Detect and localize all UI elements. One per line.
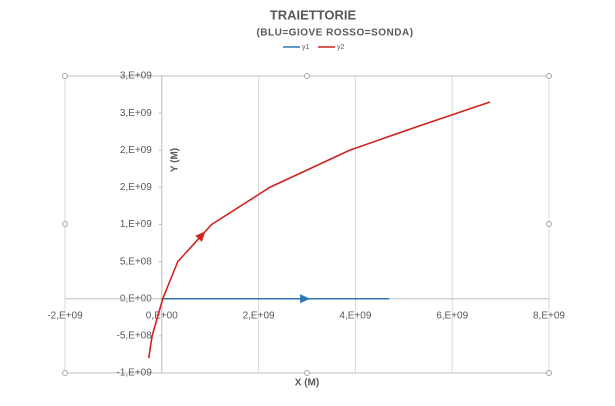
handle[interactable] (546, 221, 552, 227)
chart-title: TRAIETTORIE (270, 7, 357, 22)
x-axis-title: X (M) (295, 378, 319, 389)
y-tick-label: 3,E+09 (120, 71, 152, 82)
handle[interactable] (304, 370, 310, 376)
handle[interactable] (304, 73, 310, 79)
y-tick-label: 3,E+09 (120, 108, 152, 119)
handle[interactable] (546, 370, 552, 376)
x-tick-label: 4,E+09 (339, 310, 371, 321)
y-axis-title: Y (M) (170, 148, 181, 172)
y-tick-label: 2,E+09 (120, 145, 152, 156)
direction-arrow (195, 231, 206, 242)
direction-arrow (300, 294, 311, 304)
y-tick-label: 5,E+08 (120, 256, 152, 267)
handle[interactable] (62, 73, 68, 79)
legend-label: y1 (302, 44, 310, 51)
legend-label: y2 (337, 44, 345, 51)
y-tick-label: -1,E+09 (116, 368, 152, 379)
x-tick-label: 8,E+09 (533, 310, 565, 321)
series-line (147, 101, 491, 359)
y-tick-label: -5,E+08 (116, 331, 152, 342)
handle[interactable] (62, 221, 68, 227)
chart-subtitle: (BLU=GIOVE ROSSO=SONDA) (256, 28, 413, 39)
x-tick-label: 2,E+09 (243, 310, 275, 321)
y-tick-label: 1,E+09 (120, 219, 152, 230)
y-tick-label: 2,E+09 (120, 182, 152, 193)
selection-handles[interactable] (62, 73, 552, 376)
x-tick-label: -2,E+09 (47, 310, 83, 321)
handle[interactable] (62, 370, 68, 376)
x-tick-label: 6,E+09 (436, 310, 468, 321)
handle[interactable] (546, 73, 552, 79)
